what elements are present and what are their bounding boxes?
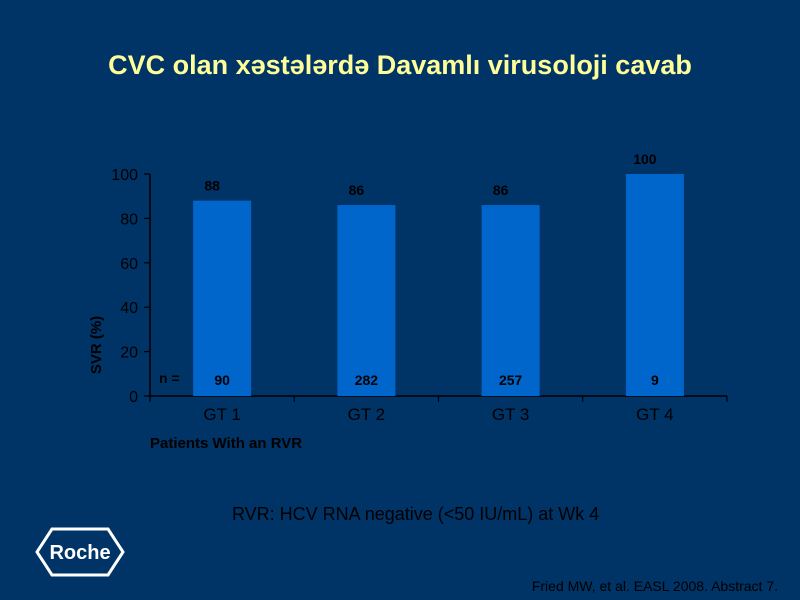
n-value-label: 257 [499, 372, 523, 388]
x-axis-title: Patients With an RVR [150, 435, 302, 452]
bar-gt-1 [193, 200, 252, 396]
bar-value-label: 88 [204, 178, 220, 194]
x-tick-label: GT 2 [348, 405, 385, 424]
y-axis-title: SVR (%) [88, 316, 105, 374]
roche-logo: Roche [35, 527, 125, 577]
y-tick-label: 80 [120, 211, 138, 228]
citation: Fried MW, et al. EASL 2008. Abstract 7. [531, 578, 778, 594]
x-tick-label: GT 1 [203, 405, 240, 424]
roche-logo-text: Roche [49, 542, 110, 564]
rvr-footnote: RVR: HCV RNA negative (<50 IU/mL) at Wk … [232, 504, 600, 524]
bar-gt-4 [625, 174, 684, 396]
bar-value-label: 86 [493, 182, 509, 198]
y-tick-label: 0 [129, 389, 138, 406]
x-tick-label: GT 3 [492, 405, 529, 424]
chart-bars [193, 174, 684, 396]
bar-gt-3 [481, 205, 540, 396]
y-tick-label: 100 [111, 167, 138, 184]
roche-hexagon-icon [35, 527, 125, 577]
n-value-label: 9 [651, 372, 659, 388]
n-prefix-label: n = [159, 370, 180, 386]
bar-value-label: 100 [633, 151, 657, 167]
y-tick-label: 20 [120, 345, 138, 362]
chart-labels: 0 20 40 60 80 100 SVR (%) Patients With an RVR n… [88, 151, 674, 452]
slide-title: CVC olan xəstələrdə Davamlı virusoloji c… [108, 50, 692, 80]
bar-gt-2 [337, 205, 396, 396]
y-tick-label: 60 [120, 256, 138, 273]
n-value-label: 282 [355, 372, 379, 388]
bar-value-label: 86 [349, 182, 365, 198]
x-tick-label: GT 4 [636, 405, 673, 424]
y-tick-label: 40 [120, 300, 138, 317]
n-value-label: 90 [214, 372, 230, 388]
